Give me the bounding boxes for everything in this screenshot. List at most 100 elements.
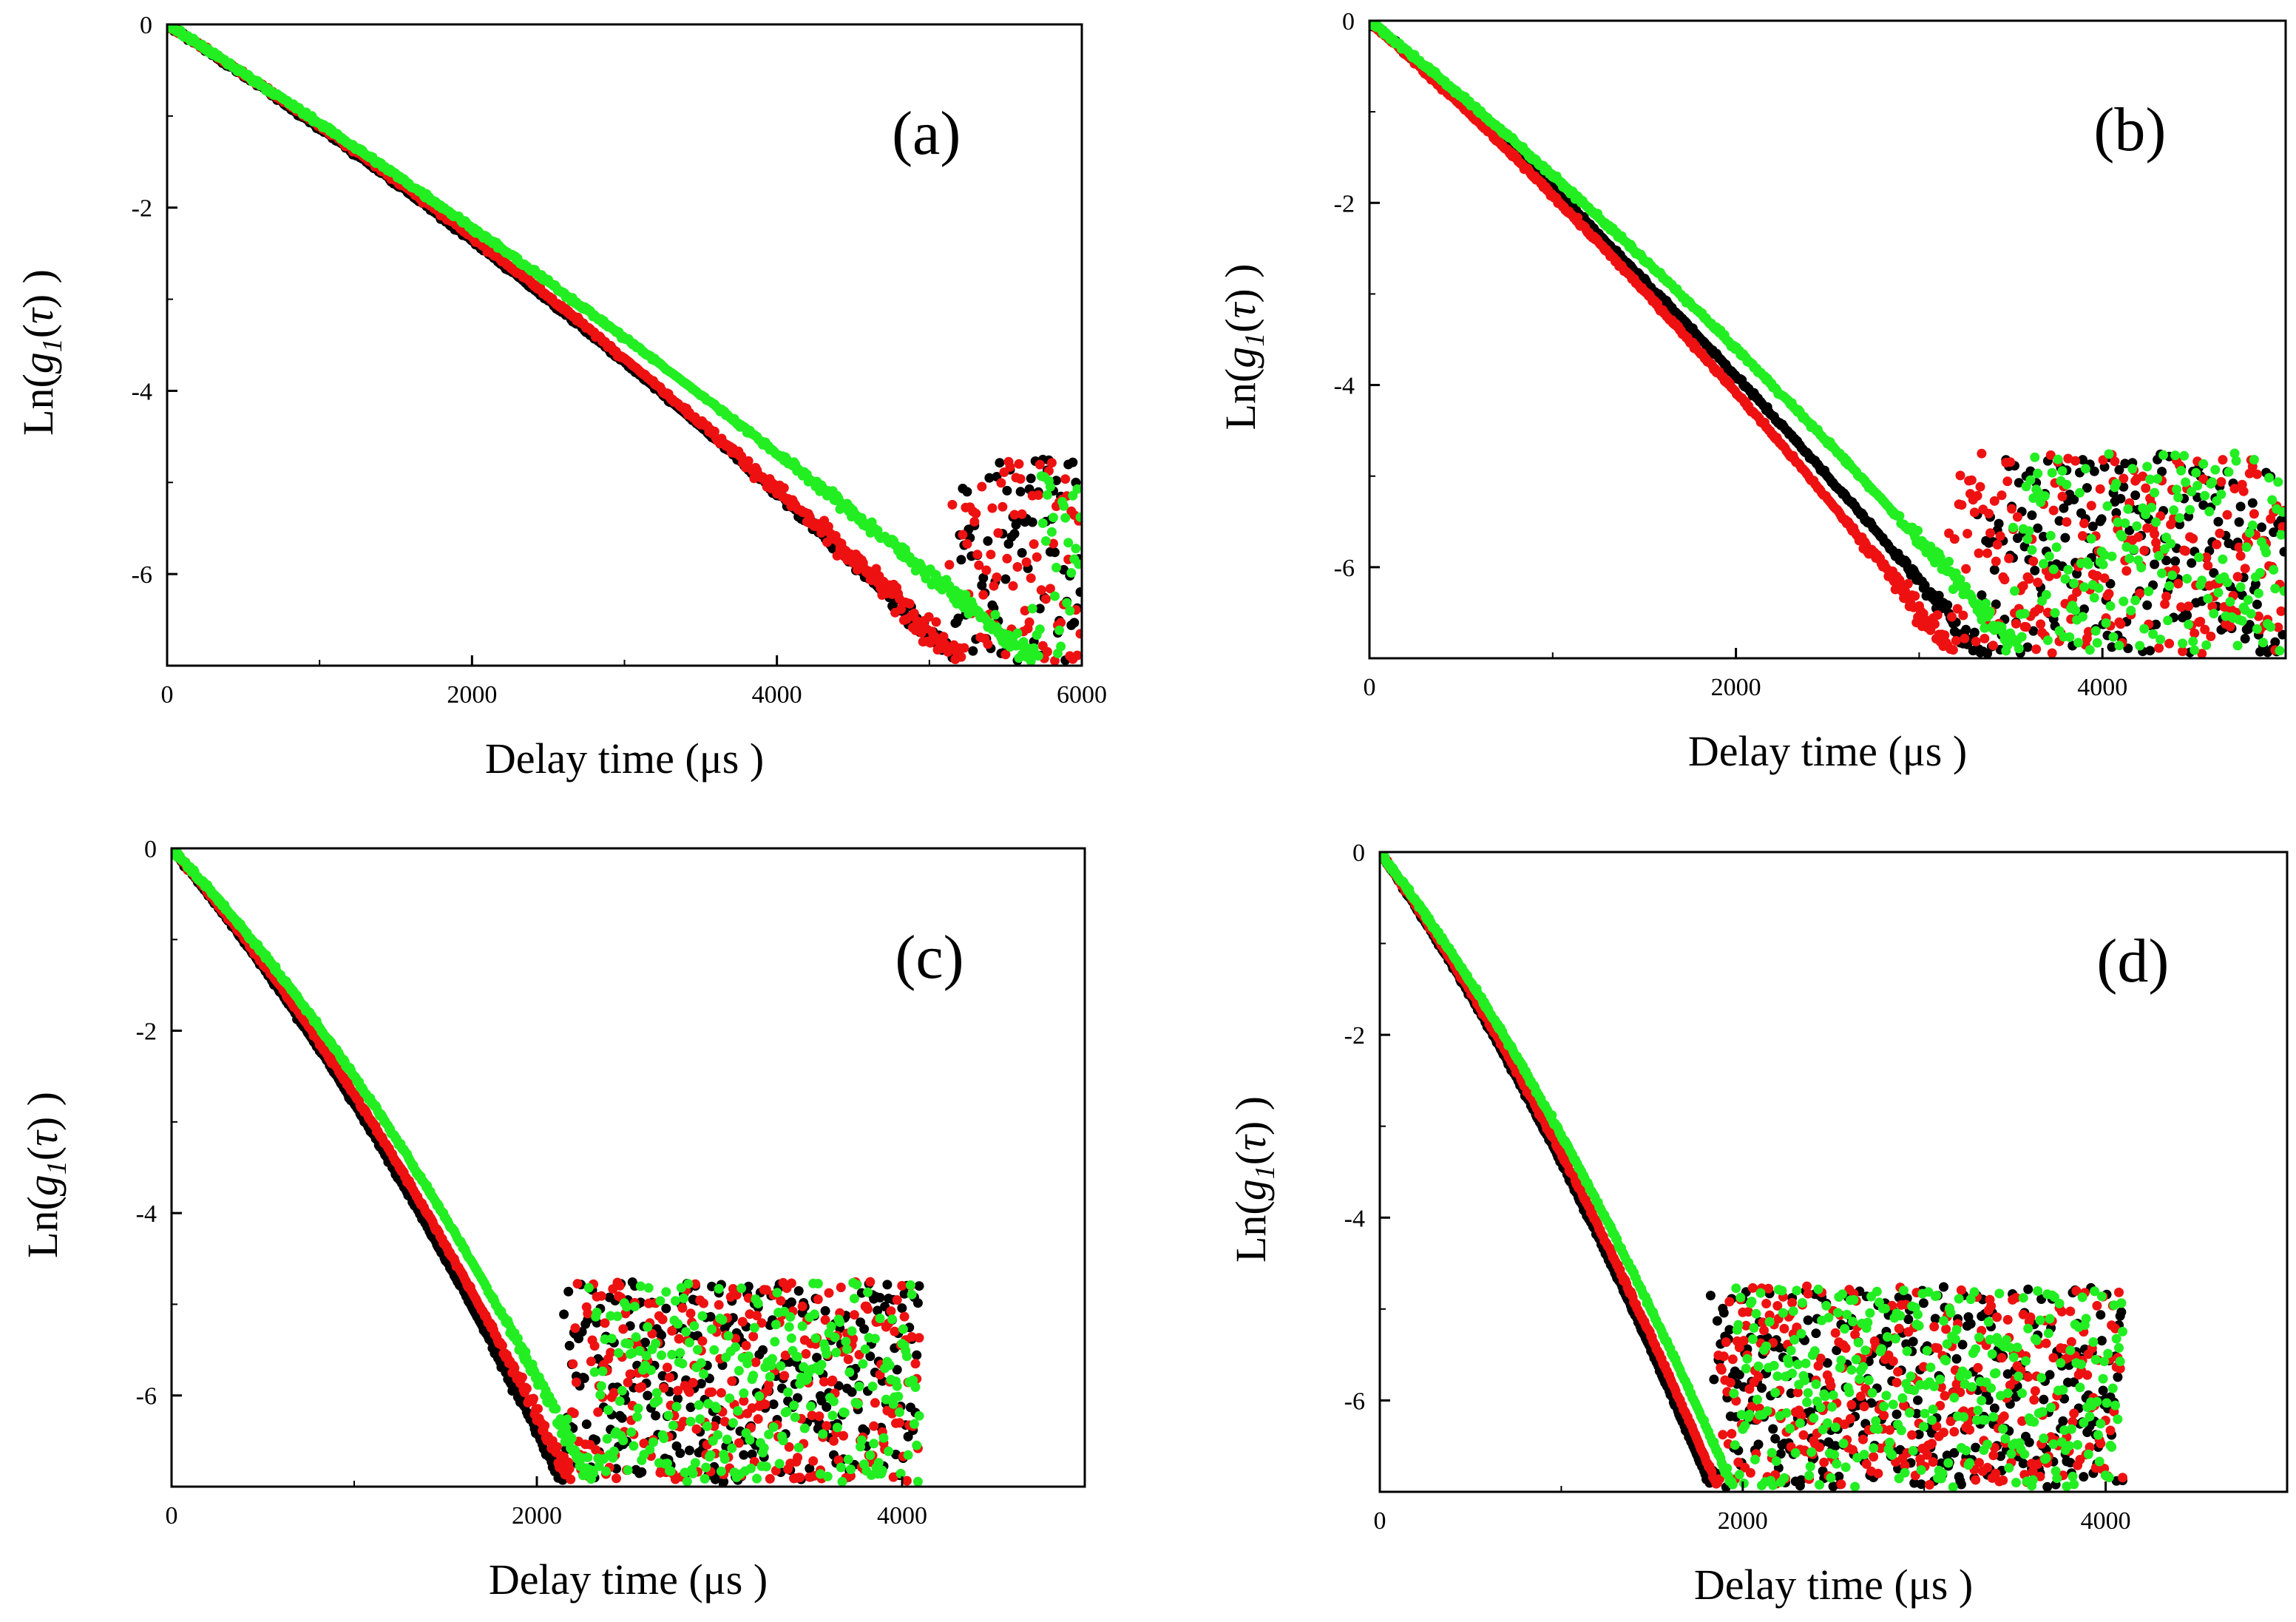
- point-black: [661, 1303, 671, 1314]
- point-red: [1980, 633, 1990, 643]
- point-red: [2188, 533, 2198, 544]
- point-red: [1012, 562, 1023, 572]
- point-red: [987, 503, 998, 513]
- point-black: [739, 1450, 749, 1460]
- point-green: [2249, 455, 2259, 464]
- point-green: [1033, 651, 1043, 661]
- point-green: [1980, 623, 1990, 633]
- point-green: [1075, 512, 1082, 522]
- point-red: [1988, 641, 1998, 651]
- point-red: [1957, 500, 1967, 510]
- point-green: [2090, 626, 2101, 636]
- point-green: [2113, 517, 2123, 527]
- point-black: [559, 1309, 569, 1319]
- point-black: [2187, 558, 2197, 568]
- point-black: [2157, 467, 2167, 477]
- data-points: [1369, 21, 2286, 658]
- point-black: [719, 1476, 729, 1487]
- point-black: [822, 1402, 832, 1412]
- point-black: [2182, 610, 2192, 621]
- point-green: [2246, 609, 2256, 619]
- point-red: [1960, 633, 1970, 643]
- point-black: [914, 1281, 924, 1291]
- point-green: [2176, 465, 2187, 476]
- point-green: [2098, 559, 2108, 570]
- point-red: [1017, 509, 1027, 519]
- point-green: [2232, 641, 2243, 651]
- point-green: [2243, 595, 2253, 605]
- point-black: [1934, 590, 1944, 601]
- point-green: [1042, 490, 1052, 500]
- point-red: [1971, 636, 1981, 646]
- point-green: [2045, 530, 2056, 541]
- point-red: [931, 617, 941, 627]
- point-green: [2241, 542, 2252, 553]
- point-black: [2213, 516, 2224, 527]
- point-red: [2234, 542, 2244, 553]
- point-red: [972, 550, 983, 560]
- point-black: [977, 580, 987, 590]
- point-red: [1992, 540, 2002, 550]
- point-green: [2002, 641, 2013, 650]
- point-red: [2070, 456, 2081, 466]
- point-black: [2244, 620, 2255, 630]
- point-black: [675, 1448, 685, 1459]
- point-red: [1984, 508, 1994, 518]
- point-red: [1026, 573, 1036, 584]
- panel-label: (a): [892, 99, 961, 168]
- point-green: [2069, 578, 2079, 589]
- point-black: [983, 536, 993, 546]
- point-red: [1966, 475, 1977, 485]
- point-black: [1015, 487, 1026, 497]
- x-axis-title: Delay time (μs ): [1688, 727, 1967, 775]
- point-green: [2114, 641, 2124, 651]
- point-red: [2139, 545, 2150, 555]
- point-green: [2124, 553, 2135, 564]
- point-red: [2181, 546, 2191, 556]
- series-green: [1369, 21, 2286, 656]
- point-green: [2192, 481, 2203, 491]
- point-red: [1995, 531, 2005, 541]
- point-black: [564, 1340, 575, 1351]
- point-red: [1075, 629, 1082, 639]
- point-green: [2139, 624, 2150, 634]
- point-black: [1009, 529, 1020, 539]
- point-green: [2273, 477, 2283, 487]
- point-red: [2178, 646, 2188, 657]
- point-green: [1059, 501, 1069, 511]
- point-red: [2045, 450, 2056, 460]
- point-green: [2261, 547, 2272, 558]
- point-green: [2255, 567, 2265, 578]
- point-red: [2229, 484, 2240, 494]
- point-red: [2098, 455, 2108, 465]
- point-green: [2060, 574, 2070, 584]
- point-black: [1991, 599, 2001, 609]
- point-black: [962, 487, 972, 497]
- point-red: [2138, 471, 2148, 481]
- point-red: [2021, 622, 2031, 632]
- point-green: [2033, 468, 2043, 479]
- point-black: [793, 1393, 803, 1403]
- point-red: [2184, 601, 2194, 612]
- point-black: [579, 1373, 589, 1383]
- point-green: [2210, 464, 2221, 475]
- point-red: [2063, 453, 2073, 464]
- point-green: [2092, 638, 2102, 648]
- point-green: [2204, 507, 2215, 517]
- point-black: [2027, 510, 2037, 521]
- point-green: [2216, 489, 2226, 499]
- point-green: [2042, 635, 2053, 646]
- y-tick-label: -6: [132, 561, 152, 589]
- point-red: [962, 538, 972, 549]
- point-green: [1913, 525, 1923, 535]
- point-black: [1034, 604, 1045, 614]
- y-tick-label: 0: [1342, 8, 1355, 36]
- point-green: [990, 609, 1000, 620]
- point-red: [2278, 521, 2286, 532]
- point-black: [2060, 533, 2070, 543]
- point-red: [1985, 528, 1995, 538]
- point-black: [2234, 517, 2244, 527]
- point-red: [2190, 628, 2200, 638]
- point-red: [1903, 578, 1913, 589]
- point-green: [2107, 551, 2117, 561]
